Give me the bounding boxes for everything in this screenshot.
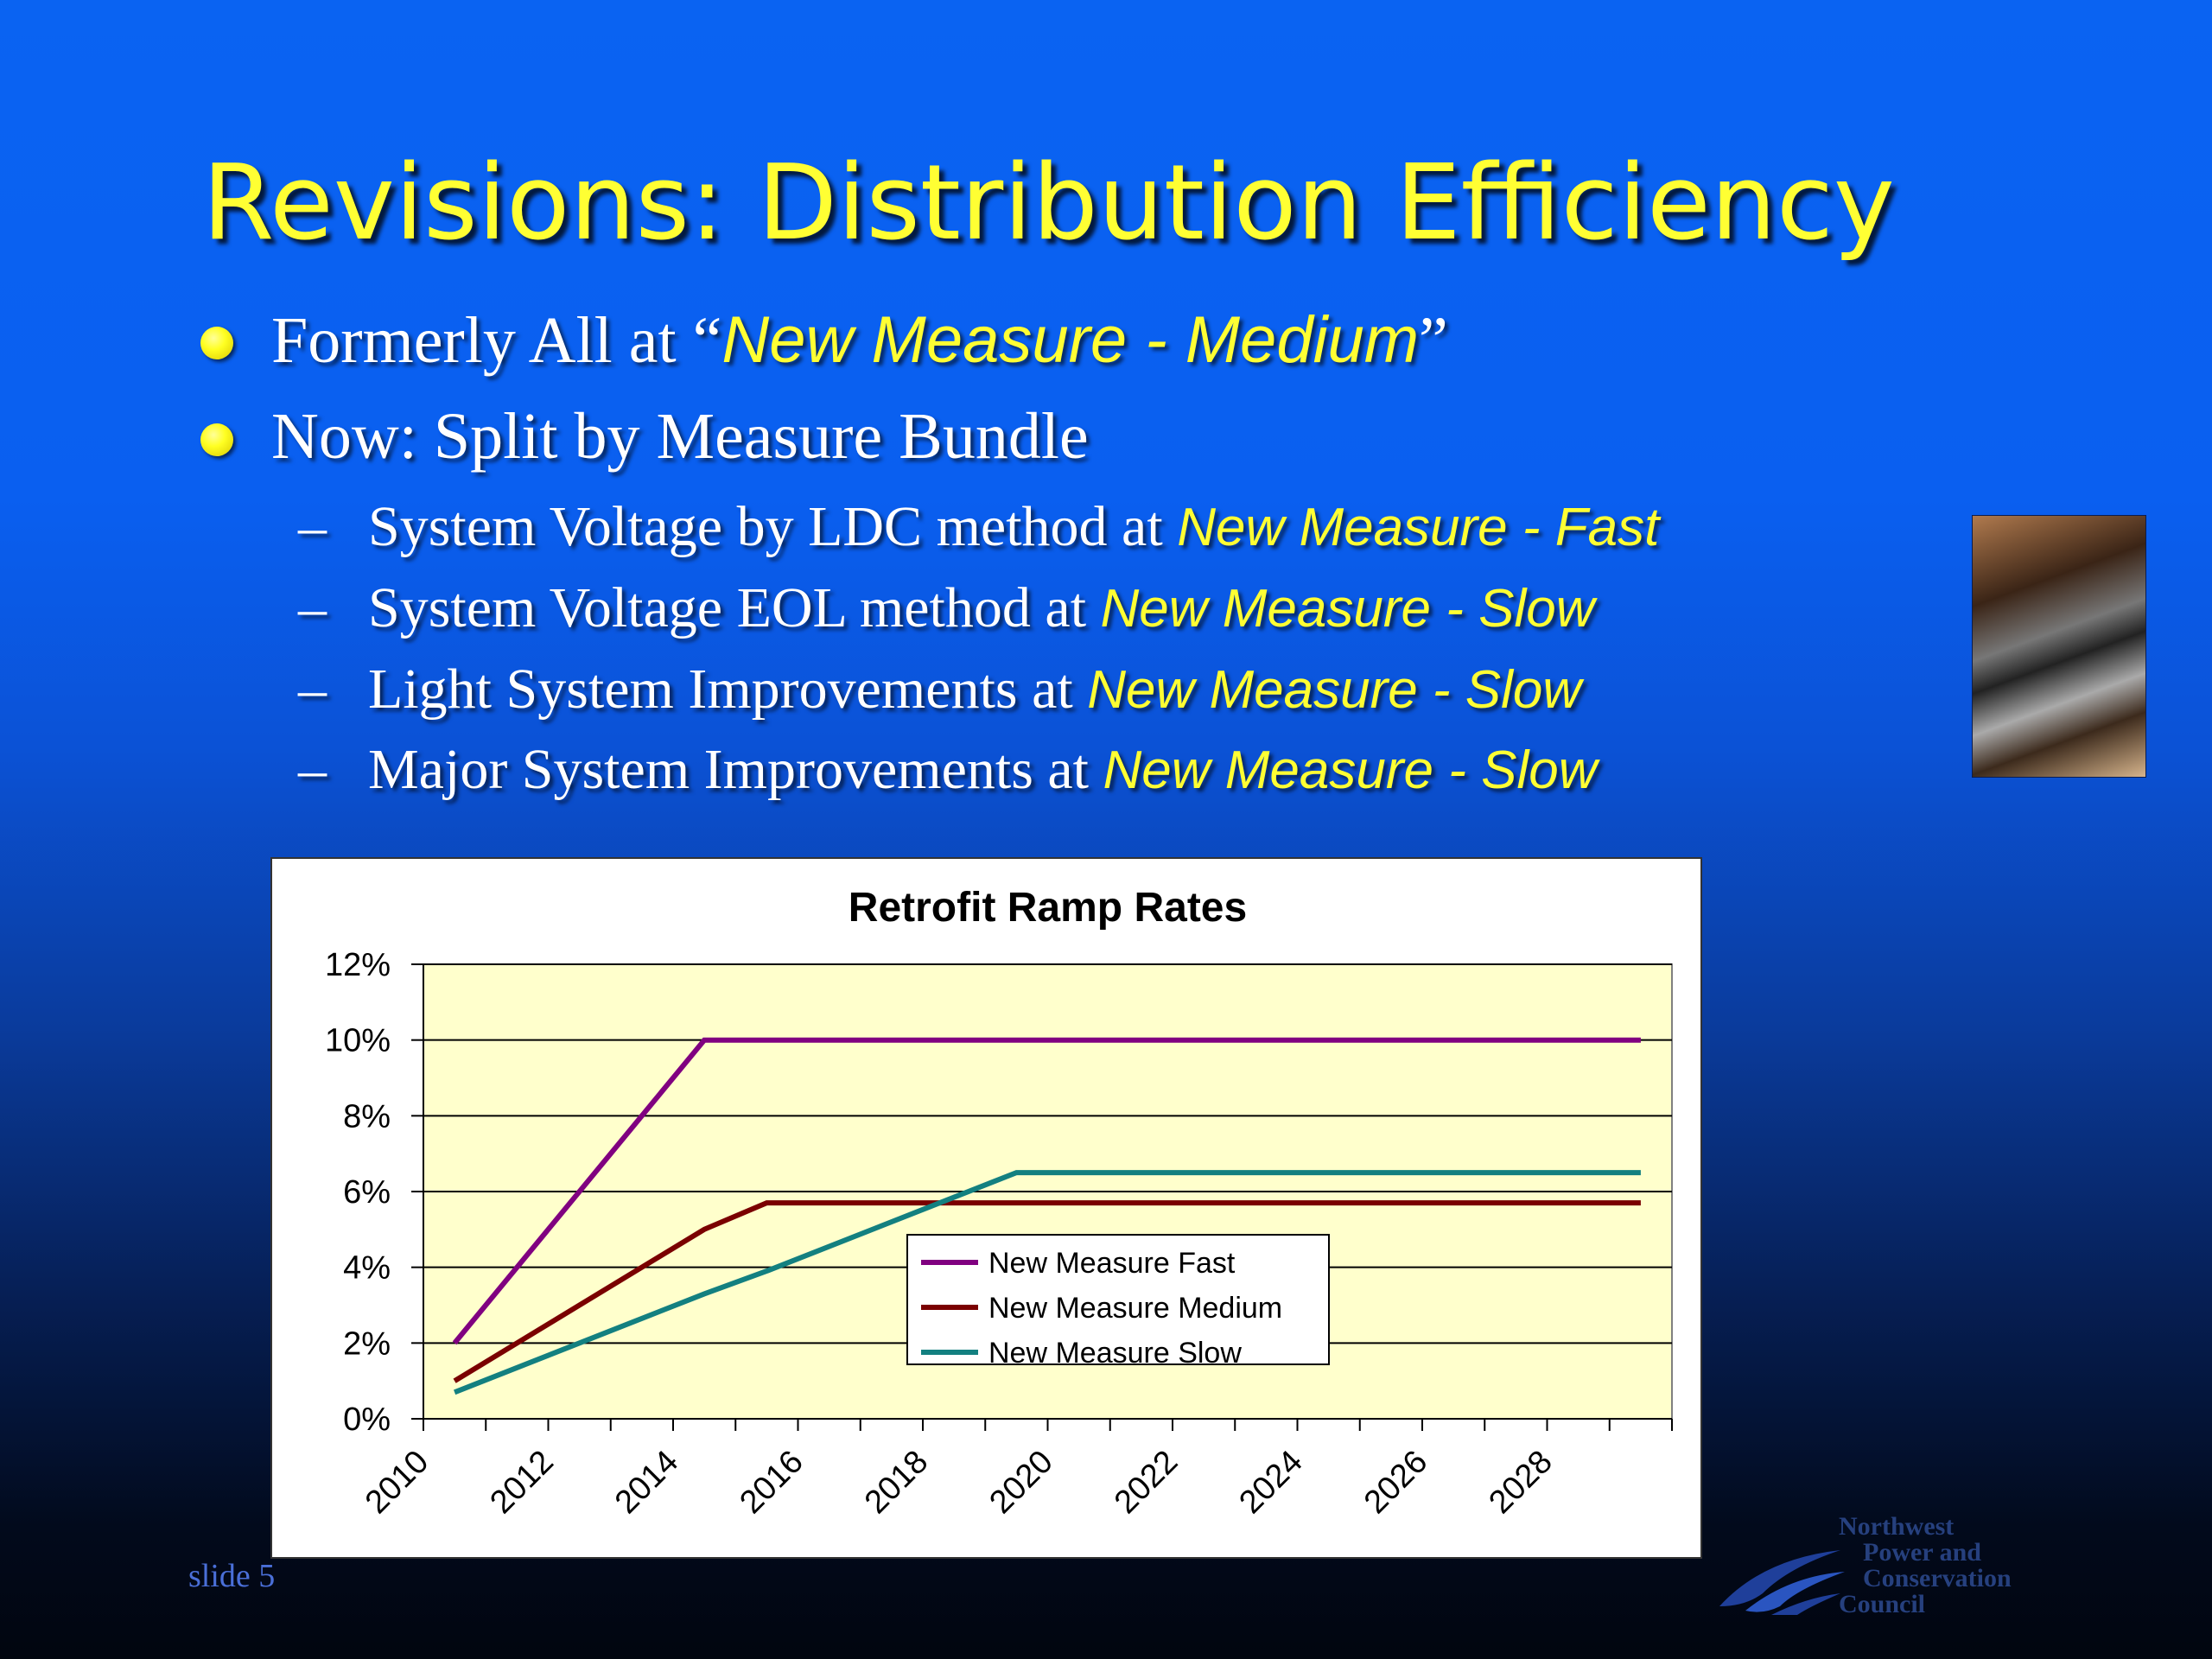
- sub-bullet-ldc: System Voltage by LDC method at New Meas…: [368, 494, 1659, 560]
- chart-title: Retrofit Ramp Rates: [849, 885, 1247, 931]
- slide-number: slide 5: [188, 1558, 276, 1594]
- x-tick-label: 2016: [733, 1444, 810, 1521]
- sub-bullet-eol: System Voltage EOL method at New Measure…: [368, 575, 1595, 641]
- slide-title: Revisions: Distribution Efficiency: [202, 143, 1895, 264]
- sub-bullet-highlight: New Measure - Slow: [1087, 660, 1582, 720]
- x-tick-label: 2010: [359, 1444, 435, 1521]
- x-tick-label: 2018: [858, 1444, 935, 1521]
- council-logo-text: Northwest Power and Conservation Council: [1839, 1514, 2012, 1618]
- y-tick-label: 4%: [343, 1250, 391, 1287]
- x-tick-label: 2026: [1357, 1444, 1434, 1521]
- council-logo-icon: [1719, 1550, 1845, 1615]
- bullet-dot-icon: [200, 423, 233, 456]
- bullet-dot-icon: [200, 327, 233, 359]
- series-line-2: [453, 1200, 1641, 1383]
- x-tick-label: 2028: [1482, 1444, 1559, 1521]
- sub-bullet-highlight: New Measure - Fast: [1177, 498, 1660, 557]
- legend-entry: New Measure Medium: [988, 1292, 1282, 1325]
- y-tick-label: 0%: [343, 1402, 391, 1438]
- logo-line: Conservation: [1863, 1564, 2012, 1592]
- bullet-text: Formerly All at “: [271, 304, 722, 377]
- y-tick-label: 2%: [343, 1325, 391, 1362]
- y-tick-label: 12%: [325, 947, 391, 983]
- bullet-highlight: New Measure - Medium: [721, 303, 1420, 377]
- y-tick-label: 10%: [325, 1023, 391, 1059]
- logo-line: Council: [1839, 1590, 1926, 1618]
- legend-entry: New Measure Fast: [988, 1247, 1236, 1280]
- logo-line: Northwest: [1839, 1512, 1955, 1541]
- dash-bullet-icon: –: [298, 658, 327, 721]
- sub-bullet-major: Major System Improvements at New Measure…: [368, 737, 1598, 803]
- y-tick-label: 8%: [343, 1098, 391, 1135]
- x-tick-label: 2020: [982, 1444, 1059, 1521]
- legend-box: [906, 1234, 1330, 1365]
- bullet-suffix: ”: [1419, 304, 1448, 377]
- sub-bullet-highlight: New Measure - Slow: [1100, 579, 1595, 639]
- espresso-tamper-photo: [1972, 515, 2146, 778]
- x-tick-label: 2012: [483, 1444, 560, 1521]
- bullet-now: Now: Split by Measure Bundle: [271, 399, 1089, 474]
- sub-bullet-highlight: New Measure - Slow: [1103, 741, 1598, 800]
- sub-bullet-text: System Voltage by LDC method at: [368, 495, 1178, 558]
- dash-bullet-icon: –: [298, 495, 327, 558]
- sub-bullet-light: Light System Improvements at New Measure…: [368, 657, 1581, 722]
- y-tick-label: 6%: [343, 1174, 391, 1211]
- x-tick-label: 2022: [1108, 1444, 1185, 1521]
- ramp-rates-chart: Retrofit Ramp Rates 0% 2% 4% 6% 8% 10% 12% 2010 2…: [325, 885, 1673, 1521]
- bullet-formerly: Formerly All at “New Measure - Medium”: [271, 302, 1448, 378]
- x-tick-label: 2024: [1232, 1444, 1309, 1521]
- logo-line: Power and: [1863, 1538, 1981, 1567]
- series-line-1: [452, 1037, 1641, 1345]
- dash-bullet-icon: –: [298, 576, 327, 639]
- chart-container: Retrofit Ramp Rates 0% 2% 4% 6% 8% 10% 12% 2010 2…: [270, 857, 1702, 1559]
- x-tick-label: 2014: [608, 1444, 685, 1521]
- bullet-text: Now: Split by Measure Bundle: [271, 400, 1089, 473]
- legend-entry: New Measure Slow: [988, 1337, 1242, 1370]
- series-line-3: [454, 1170, 1641, 1395]
- sub-bullet-text: Major System Improvements at: [368, 738, 1103, 801]
- sub-bullet-text: Light System Improvements at: [368, 658, 1088, 721]
- dash-bullet-icon: –: [298, 738, 327, 801]
- sub-bullet-text: System Voltage EOL method at: [368, 576, 1101, 639]
